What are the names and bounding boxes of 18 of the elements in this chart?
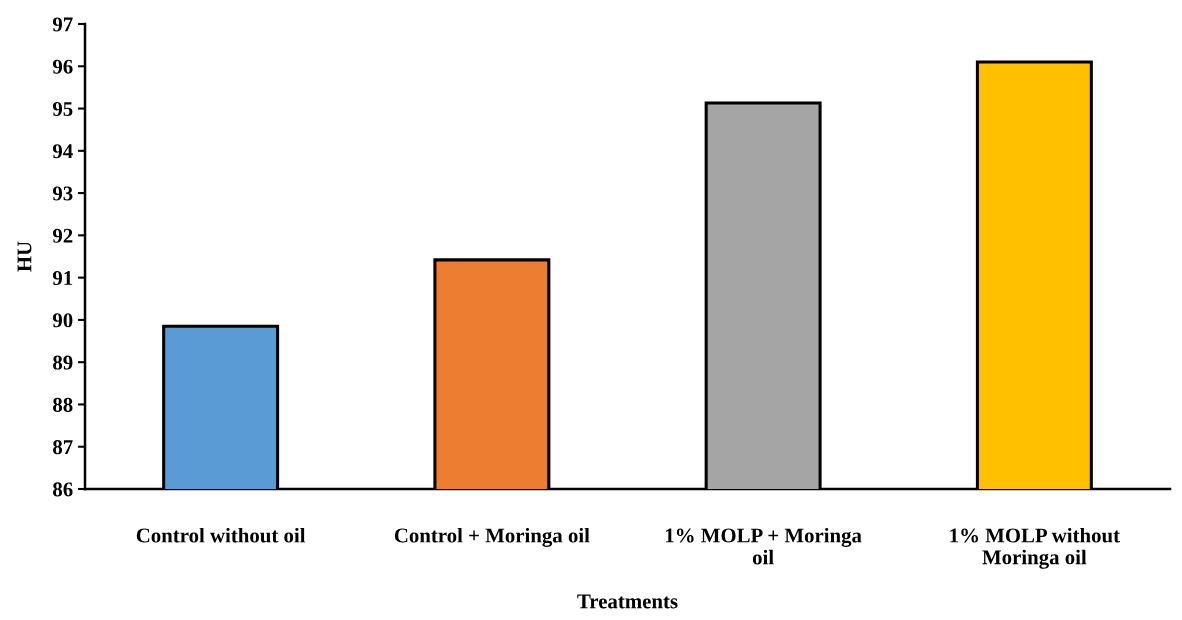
y-tick-label: 94 [52,144,73,159]
x-tick-label: Control without oil [136,527,306,543]
y-axis-title: HU [17,241,32,272]
x-tick-label: 1% MOLP + Moringa oil [665,527,862,565]
y-tick-label: 97 [52,17,73,32]
y-tick-label: 95 [52,101,73,116]
y-tick-label: 93 [52,186,73,201]
x-tick-label: Control + Moringa oil [394,527,590,547]
y-tick-label: 87 [53,440,73,455]
y-tick-label: 86 [53,482,73,497]
x-axis-title: Treatments [577,594,678,609]
y-tick-label: 88 [53,397,73,412]
y-tick-label: 90 [52,313,73,328]
y-tick-label: 96 [52,59,73,74]
y-tick-label: 89 [53,355,73,370]
y-tick-label: 92 [52,228,73,243]
x-tick-label: 1% MOLP without Moringa oil [950,527,1120,569]
y-tick-label: 91 [52,271,73,286]
